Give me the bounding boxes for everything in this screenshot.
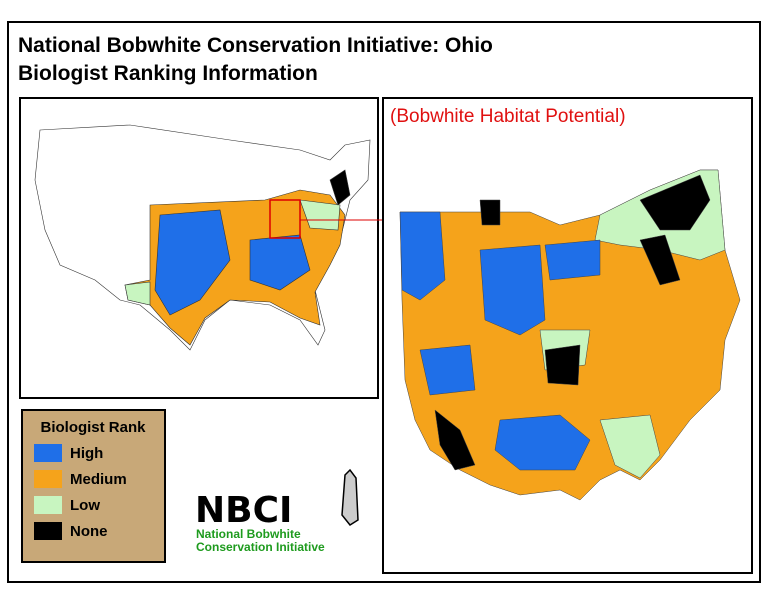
legend-swatch: [34, 496, 62, 514]
ohio-map: [399, 169, 741, 501]
region: [329, 169, 351, 206]
region: [249, 234, 311, 291]
region: [419, 344, 476, 396]
region: [124, 281, 151, 306]
legend-swatch: [34, 522, 62, 540]
legend-label: Medium: [70, 471, 127, 488]
region: [299, 199, 341, 231]
region: [639, 174, 711, 231]
us-map: [34, 124, 371, 351]
legend-swatch: [34, 444, 62, 462]
title: National Bobwhite Conservation Initiativ…: [18, 34, 493, 57]
legend-swatch: [34, 470, 62, 488]
map-subtitle: (Bobwhite Habitat Potential): [390, 106, 626, 127]
region: [154, 209, 231, 316]
region: [639, 234, 681, 286]
legend-label: Low: [70, 497, 100, 514]
region: [494, 414, 591, 471]
logo-bird: [341, 468, 359, 526]
region: [399, 211, 446, 301]
logo-acronym: NBCI: [195, 490, 292, 531]
region: [544, 239, 601, 281]
region: [544, 344, 581, 386]
region: [599, 414, 661, 479]
legend-label: None: [70, 523, 108, 540]
region: [479, 199, 501, 226]
region: [479, 244, 546, 336]
ohio-highlight: [269, 199, 301, 239]
region: [434, 409, 476, 471]
title: Biologist Ranking Information: [18, 62, 318, 85]
legend-items: High Medium Low None: [34, 444, 127, 540]
legend-label: High: [70, 445, 103, 462]
logo-line: National Bobwhite: [196, 527, 301, 541]
legend-title: Biologist Rank: [40, 419, 146, 436]
logo-line: Conservation Initiative: [196, 540, 325, 554]
